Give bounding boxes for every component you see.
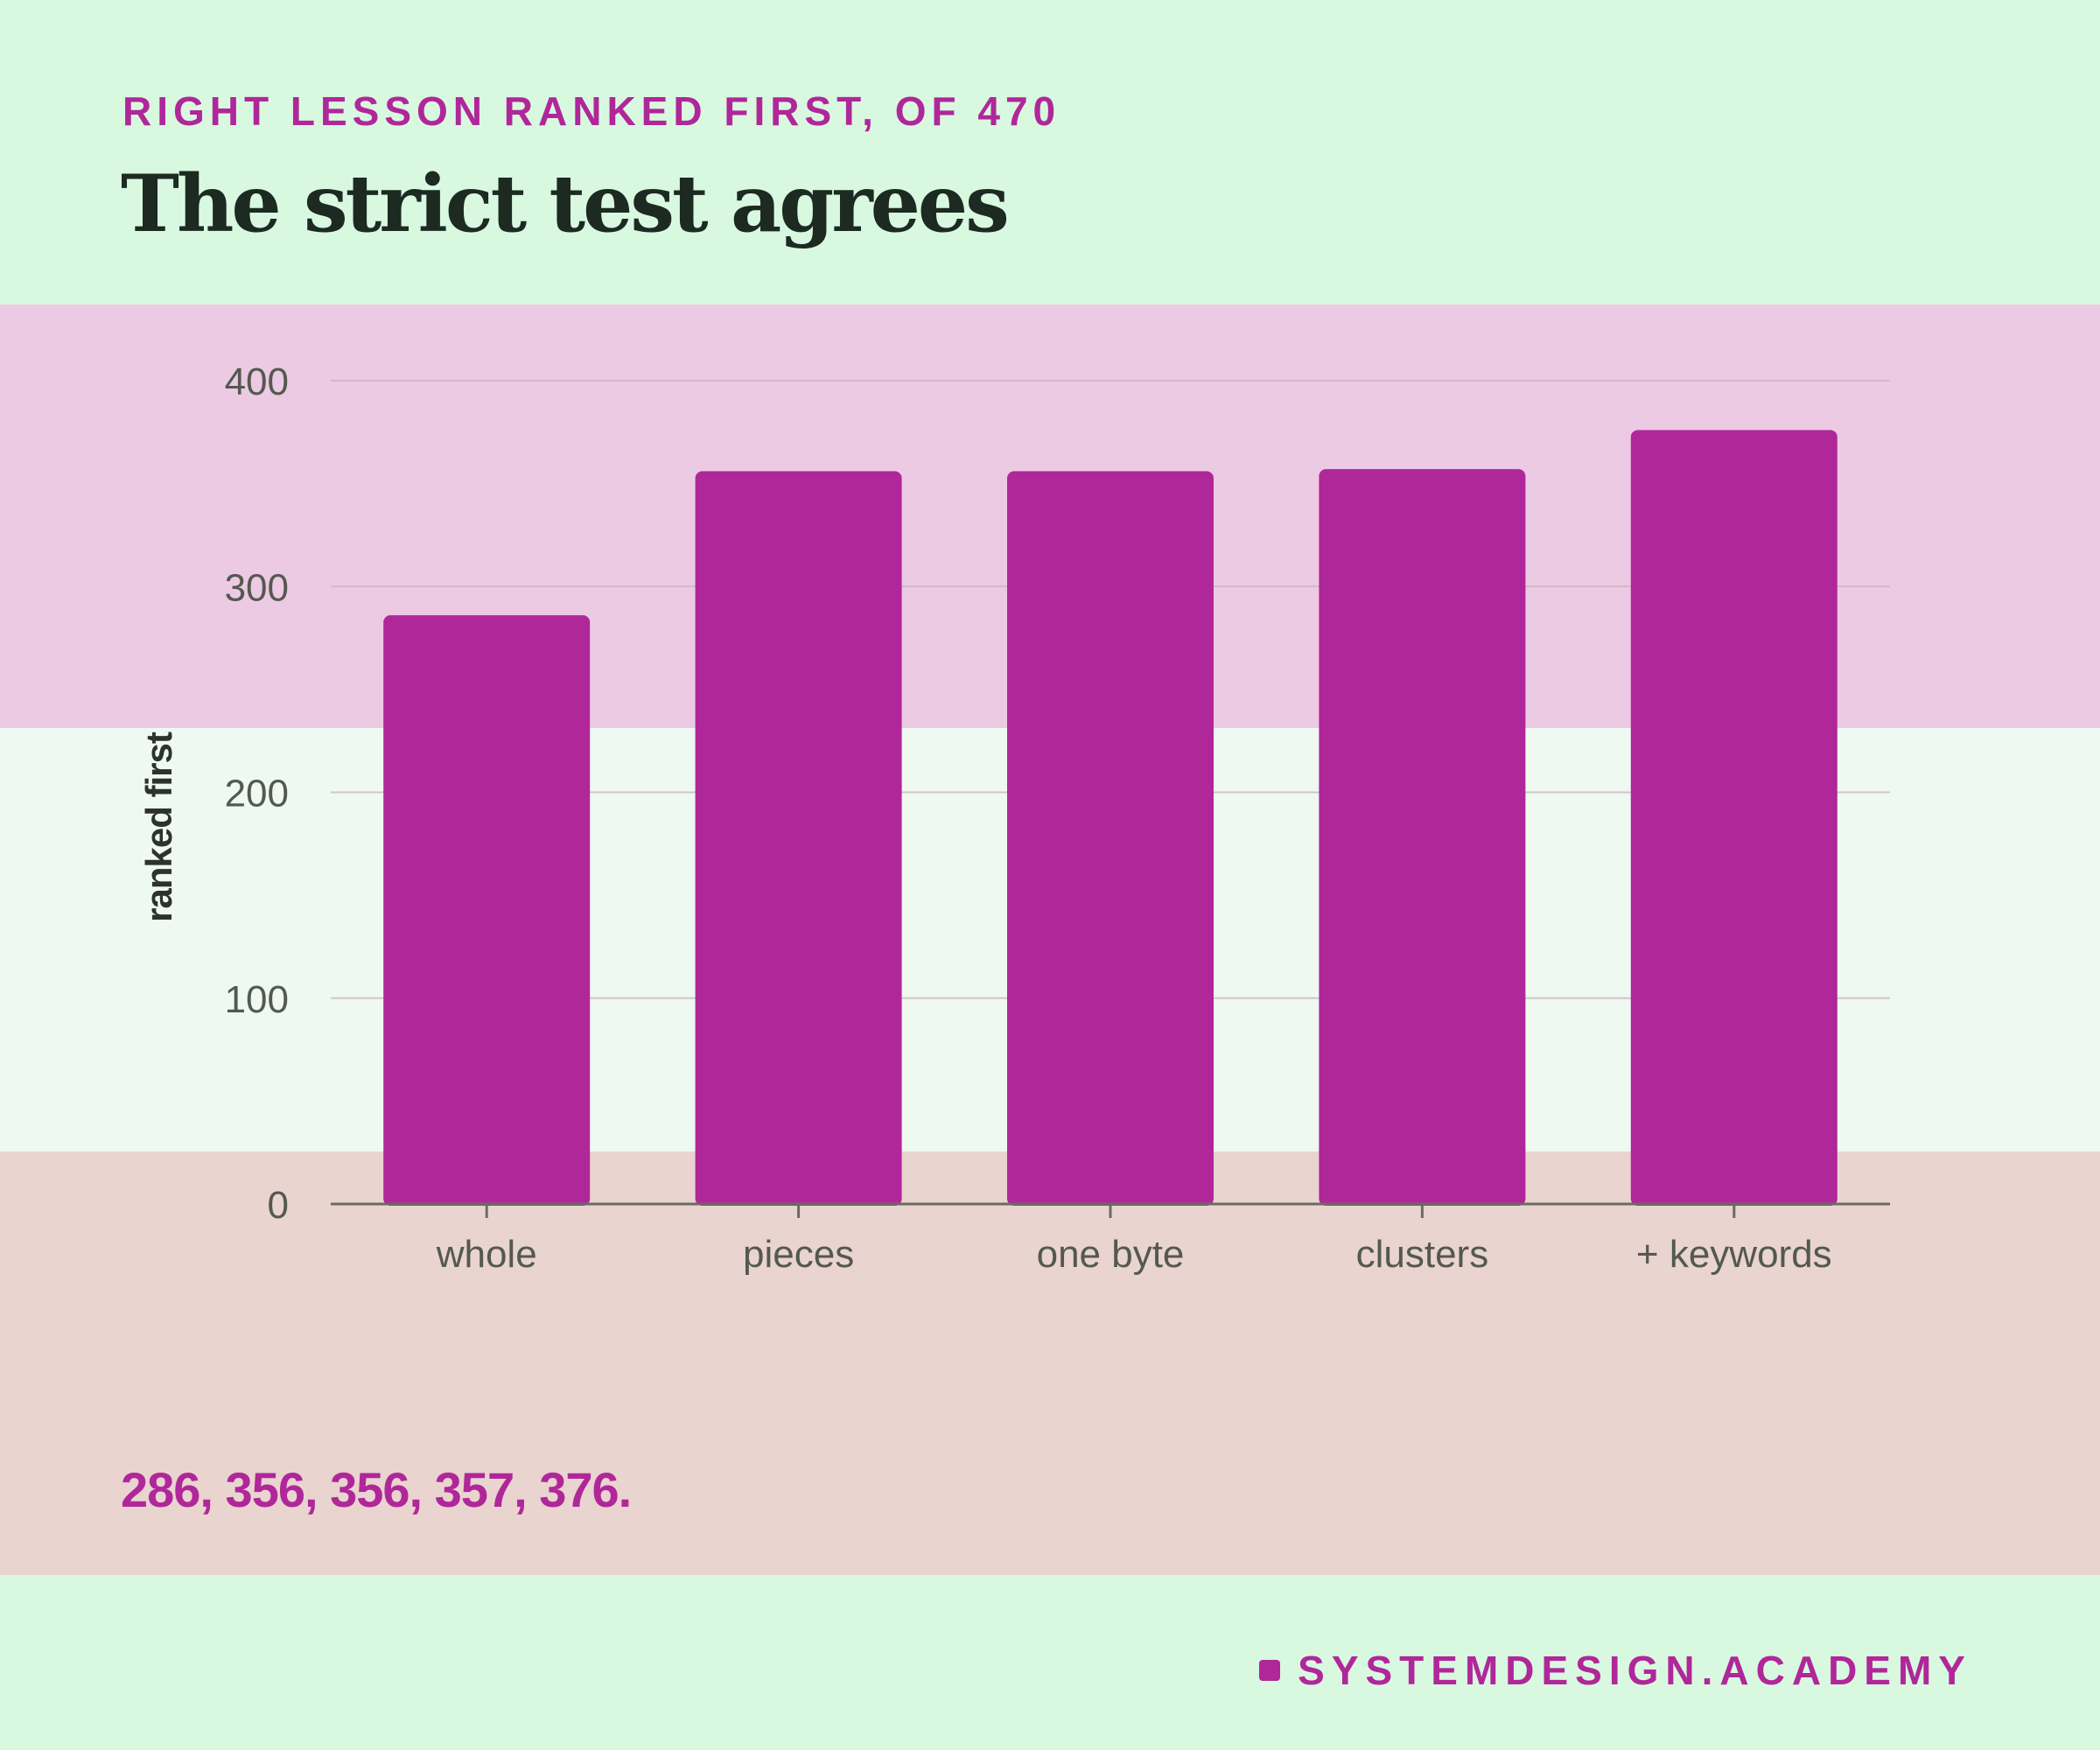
footer-band [0,1575,2100,1750]
brand-logo: SYSTEMDESIGN.ACADEMY [1259,1647,1972,1694]
chart-kicker: RIGHT LESSON RANKED FIRST, OF 470 [122,88,1061,134]
x-tick-label: clusters [1356,1233,1489,1276]
square-icon [1259,1660,1281,1681]
bar-0 [383,615,591,1206]
bar-4 [1630,430,1838,1206]
y-tick-label: 100 [225,978,289,1021]
x-tick-label: + keywords [1636,1233,1832,1276]
bar-2 [1007,471,1214,1206]
rose-band [0,1152,2100,1575]
chart-title: The strict test agrees [121,158,1010,250]
axes [331,1202,1890,1218]
header-band [0,0,2100,304]
tick-labels: 0 100 200 300 400 whole pieces one byte clusters… [225,360,1832,1276]
y-tick-label: 0 [268,1184,289,1227]
bars [383,430,1838,1206]
bar-1 [695,471,902,1206]
x-tick-label: one byte [1037,1233,1185,1276]
brand-name: SYSTEMDESIGN.ACADEMY [1298,1648,1972,1693]
y-tick-label: 200 [225,773,289,816]
values-summary: 286, 356, 356, 357, 376. [121,1462,632,1517]
y-axis-label: ranked first [138,732,179,922]
bar-chart: 0 100 200 300 400 whole pieces one byte clusters… [138,360,1890,1276]
x-tick-label: pieces [743,1233,854,1276]
bar-3 [1319,469,1526,1206]
y-tick-label: 300 [225,566,289,609]
y-tick-label: 400 [225,360,289,403]
x-tick-label: whole [436,1233,537,1276]
